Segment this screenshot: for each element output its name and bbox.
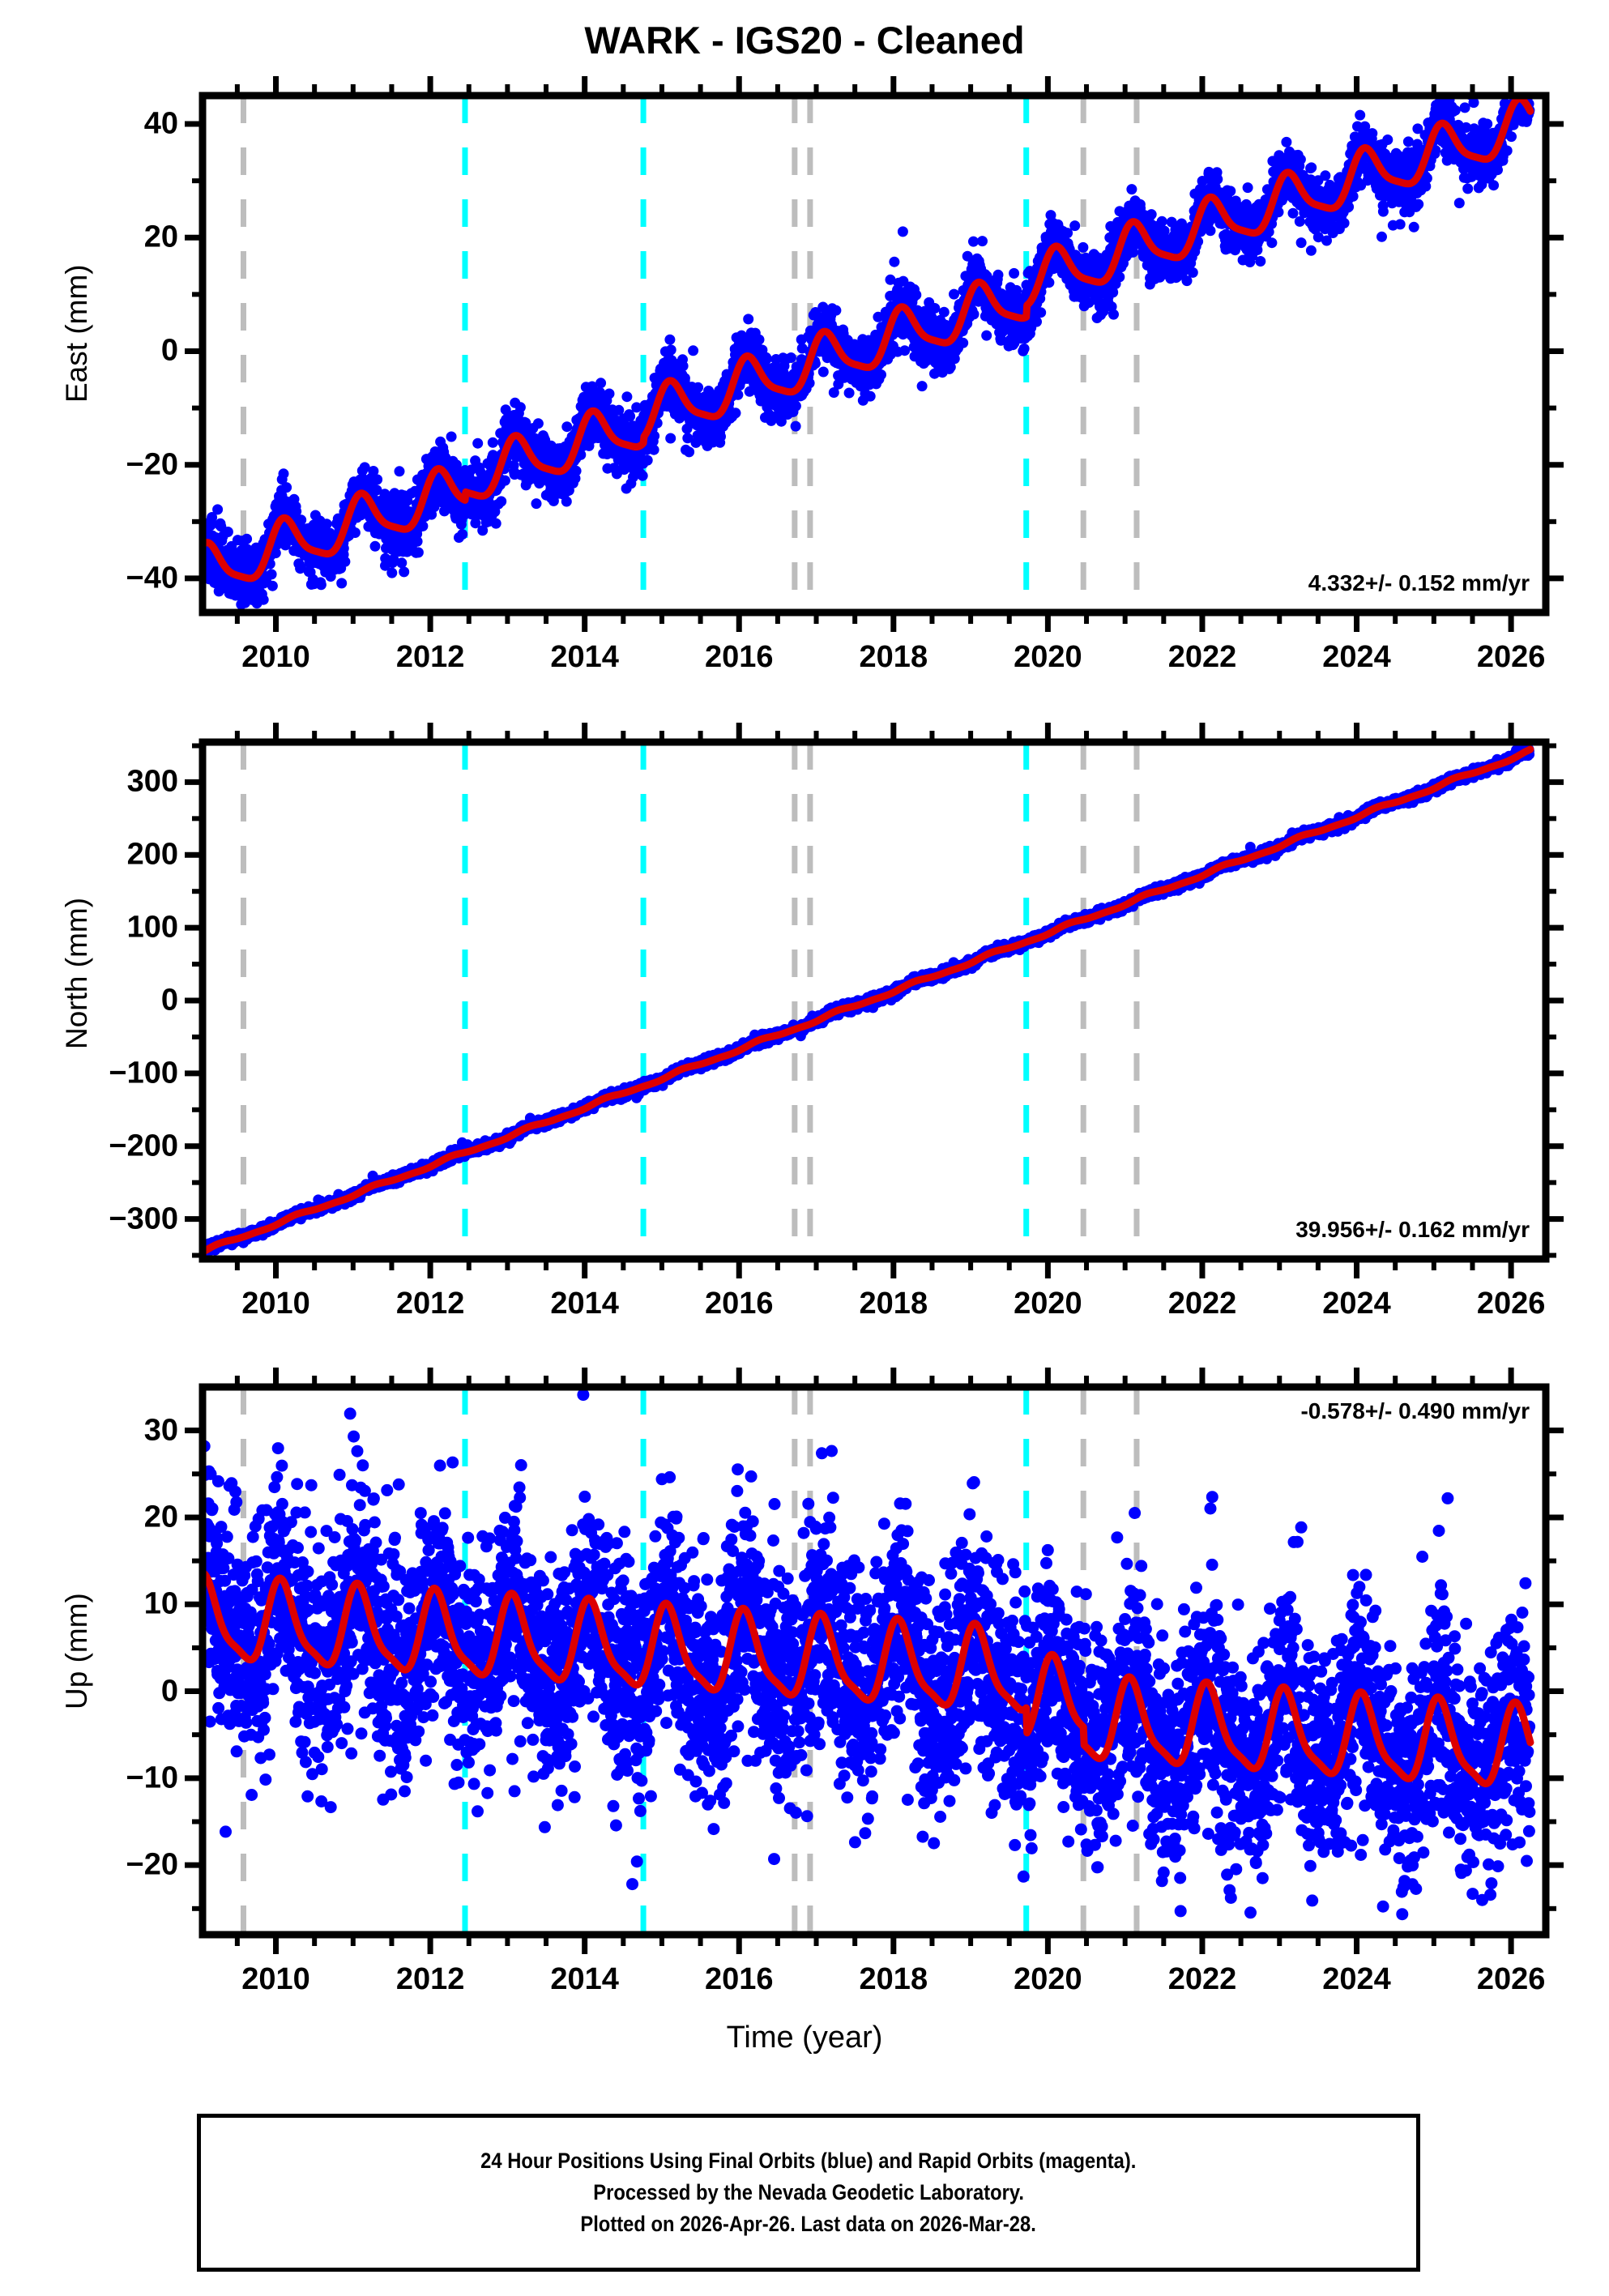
y-tick-label-up-4: −10	[49, 1760, 178, 1795]
y-axis-label-up: Up (mm)	[60, 1612, 94, 1709]
x-tick-label-north-6: 2022	[1168, 1287, 1237, 1321]
x-tick-label-up-5: 2020	[1014, 1962, 1082, 1997]
caption-line-3: Plotted on 2026-Apr-26. Last data on 202…	[581, 2209, 1036, 2240]
x-tick-label-up-3: 2016	[705, 1962, 774, 1997]
y-tick-label-north-5: −200	[49, 1129, 178, 1163]
x-tick-label-east-1: 2012	[396, 640, 465, 675]
x-tick-label-north-2: 2014	[550, 1287, 619, 1321]
y-axis-label-north: North (mm)	[60, 952, 94, 1049]
x-tick-label-north-5: 2020	[1014, 1287, 1082, 1321]
y-tick-label-north-4: −100	[49, 1056, 178, 1090]
x-tick-label-east-6: 2022	[1168, 640, 1237, 675]
caption-line-1: 24 Hour Positions Using Final Orbits (bl…	[480, 2145, 1136, 2177]
x-tick-label-up-6: 2022	[1168, 1962, 1237, 1997]
caption-box: 24 Hour Positions Using Final Orbits (bl…	[197, 2114, 1420, 2272]
x-tick-label-east-2: 2014	[550, 640, 619, 675]
x-axis-label: Time (year)	[0, 2021, 1609, 2055]
rate-annotation-east: 4.332+/- 0.152 mm/yr	[849, 570, 1530, 596]
x-tick-label-up-0: 2010	[241, 1962, 310, 1997]
x-tick-label-east-5: 2020	[1014, 640, 1082, 675]
x-tick-label-up-2: 2014	[550, 1962, 619, 1997]
x-tick-label-east-3: 2016	[705, 640, 774, 675]
x-tick-label-north-4: 2018	[860, 1287, 928, 1321]
y-tick-label-north-1: 200	[49, 838, 178, 873]
y-tick-label-north-6: −300	[49, 1201, 178, 1236]
x-tick-label-east-8: 2026	[1477, 640, 1546, 675]
y-tick-label-up-0: 30	[49, 1413, 178, 1448]
y-tick-label-east-0: 40	[49, 107, 178, 142]
y-tick-label-north-0: 300	[49, 765, 178, 800]
caption-line-2: Processed by the Nevada Geodetic Laborat…	[593, 2177, 1024, 2209]
x-tick-label-up-7: 2024	[1322, 1962, 1391, 1997]
x-tick-label-east-7: 2024	[1322, 640, 1391, 675]
y-tick-label-east-1: 20	[49, 220, 178, 255]
y-tick-label-up-5: −20	[49, 1848, 178, 1883]
y-axis-label-east: East (mm)	[60, 305, 94, 403]
rate-annotation-north: 39.956+/- 0.162 mm/yr	[849, 1217, 1530, 1243]
x-tick-label-north-8: 2026	[1477, 1287, 1546, 1321]
x-tick-label-north-0: 2010	[241, 1287, 310, 1321]
x-tick-label-north-3: 2016	[705, 1287, 774, 1321]
x-tick-label-up-4: 2018	[860, 1962, 928, 1997]
y-tick-label-east-4: −40	[49, 561, 178, 595]
x-tick-label-up-1: 2012	[396, 1962, 465, 1997]
y-tick-label-up-1: 20	[49, 1500, 178, 1534]
x-tick-label-north-7: 2024	[1322, 1287, 1391, 1321]
x-tick-label-east-0: 2010	[241, 640, 310, 675]
x-tick-label-east-4: 2018	[860, 640, 928, 675]
x-tick-label-up-8: 2026	[1477, 1962, 1546, 1997]
y-tick-label-east-3: −20	[49, 447, 178, 482]
x-tick-label-north-1: 2012	[396, 1287, 465, 1321]
rate-annotation-up: -0.578+/- 0.490 mm/yr	[849, 1398, 1530, 1424]
